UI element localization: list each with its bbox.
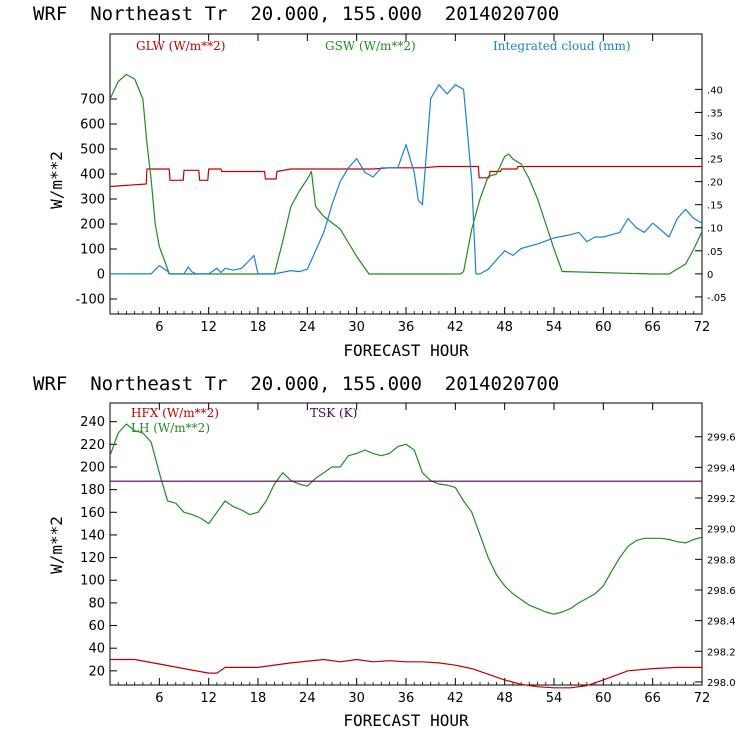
- bottom-chart-title: WRF Northeast Tr 20.000, 155.000 2014020…: [33, 373, 559, 395]
- bottom-x-tick-label: 18: [250, 691, 267, 706]
- bottom-y2-tick-label: 299.0: [707, 525, 736, 536]
- top-axis-ticks: 6 12 18 24 30 36 42 48 54 60 66 72 -100 0 100 200 300 400…: [75, 34, 727, 335]
- top-y2-tick-label: .40: [707, 85, 723, 96]
- top-x-tick-label: 66: [644, 320, 661, 335]
- top-x-tick-label: 6: [155, 320, 163, 335]
- top-y2-tick-label: .30: [707, 131, 723, 142]
- bottom-y-tick-label: 200: [80, 460, 105, 475]
- top-y2-tick-label: .20: [707, 178, 723, 189]
- bottom-y-tick-label: 80: [88, 596, 105, 611]
- top-y2-tick-label: -.05: [707, 293, 727, 304]
- legend-lh: LH (W/m**2): [131, 421, 210, 435]
- top-x-tick-label: 36: [398, 320, 415, 335]
- top-y-axis-label: W/m**2: [47, 151, 66, 209]
- bottom-plot-frame: [109, 402, 703, 686]
- top-series-line-glw: [109, 165, 702, 188]
- bottom-y2-tick-label: 298.4: [707, 617, 736, 628]
- top-y-tick-label: 400: [80, 168, 105, 183]
- legend-integrated-cloud: Integrated cloud (mm): [493, 39, 631, 53]
- top-y-tick-label: 500: [80, 143, 105, 158]
- bottom-y2-tick-label: 298.2: [707, 647, 736, 658]
- bottom-y-tick-label: 160: [80, 506, 105, 521]
- top-y-tick-label: 0: [97, 268, 105, 283]
- bottom-y-axis-label: W/m**2: [47, 516, 66, 574]
- bottom-y2-tick-label: 298.6: [707, 586, 736, 597]
- bottom-x-axis-label: FORECAST HOUR: [343, 711, 469, 730]
- top-chart-panel: WRF Northeast Tr 20.000, 155.000 2014020…: [33, 3, 727, 360]
- top-y-tick-label: -100: [75, 293, 105, 308]
- top-x-tick-label: 54: [546, 320, 563, 335]
- top-y-tick-label: 300: [80, 193, 105, 208]
- top-x-tick-label: 60: [595, 320, 612, 335]
- top-y2-tick-label: .15: [707, 201, 723, 212]
- bottom-x-tick-label: 24: [299, 691, 316, 706]
- top-x-tick-label: 48: [496, 320, 513, 335]
- legend-gsw: GSW (W/m**2): [325, 39, 416, 53]
- legend-hfx: HFX (W/m**2): [131, 406, 219, 420]
- bottom-y-tick-label: 180: [80, 483, 105, 498]
- bottom-x-tick-label: 12: [200, 691, 217, 706]
- top-y-tick-label: 600: [80, 118, 105, 133]
- top-x-tick-label: 18: [250, 320, 267, 335]
- bottom-x-tick-label: 72: [694, 691, 711, 706]
- legend-tsk: TSK (K): [310, 406, 357, 420]
- bottom-y2-tick-label: 299.2: [707, 494, 736, 505]
- bottom-y-tick-label: 220: [80, 438, 105, 453]
- bottom-x-tick-label: 30: [348, 691, 365, 706]
- top-series-group: [109, 73, 703, 275]
- bottom-series-group: [109, 423, 703, 689]
- bottom-x-tick-label: 6: [155, 691, 163, 706]
- bottom-y-tick-label: 240: [80, 415, 105, 430]
- top-series-line-gsw: [109, 73, 703, 275]
- bottom-x-tick-label: 60: [595, 691, 612, 706]
- top-x-tick-label: 12: [200, 320, 217, 335]
- bottom-y2-tick-label: 299.4: [707, 463, 736, 474]
- bottom-y-tick-label: 20: [88, 664, 105, 679]
- bottom-x-tick-label: 48: [496, 691, 513, 706]
- top-x-tick-label: 24: [299, 320, 316, 335]
- top-y2-tick-label: .35: [707, 108, 723, 119]
- bottom-y-tick-label: 60: [88, 619, 105, 634]
- bottom-y2-tick-label: 298.8: [707, 555, 736, 566]
- top-x-tick-label: 42: [447, 320, 464, 335]
- bottom-y2-tick-label: 299.6: [707, 433, 736, 444]
- top-y2-tick-label: .25: [707, 155, 723, 166]
- top-x-tick-label: 72: [694, 320, 711, 335]
- legend-glw: GLW (W/m**2): [136, 39, 225, 53]
- bottom-y-tick-label: 140: [80, 528, 105, 543]
- top-y-tick-label: 700: [80, 93, 105, 108]
- bottom-series-line-hfx: [110, 658, 702, 689]
- bottom-x-tick-label: 66: [644, 691, 661, 706]
- bottom-y-tick-label: 120: [80, 551, 105, 566]
- bottom-y2-tick-label: 298.0: [707, 678, 736, 689]
- top-chart-title: WRF Northeast Tr 20.000, 155.000 2014020…: [33, 3, 559, 25]
- top-y-tick-label: 100: [80, 243, 105, 258]
- bottom-chart-panel: WRF Northeast Tr 20.000, 155.000 2014020…: [33, 373, 736, 730]
- bottom-y-tick-label: 40: [88, 642, 105, 657]
- bottom-series-line-lh: [109, 423, 703, 615]
- bottom-x-tick-label: 36: [398, 691, 415, 706]
- bottom-x-tick-label: 42: [447, 691, 464, 706]
- top-y2-tick-label: .05: [707, 247, 723, 258]
- top-series-line-integrated: [110, 84, 703, 275]
- top-y2-tick-label: 0: [707, 270, 713, 281]
- top-x-tick-label: 30: [348, 320, 365, 335]
- top-x-axis-label: FORECAST HOUR: [343, 341, 469, 360]
- top-y-tick-label: 200: [80, 218, 105, 233]
- top-y2-tick-label: .10: [707, 224, 723, 235]
- bottom-y-tick-label: 100: [80, 574, 105, 589]
- bottom-x-tick-label: 54: [546, 691, 563, 706]
- bottom-axis-ticks: 6 12 18 24 30 36 42 48 54 60 66 72 20 40 60 80 100 120 140…: [80, 403, 736, 706]
